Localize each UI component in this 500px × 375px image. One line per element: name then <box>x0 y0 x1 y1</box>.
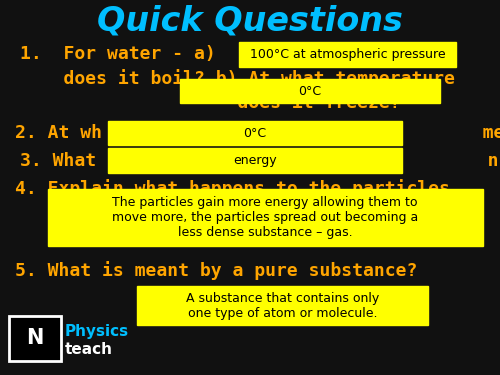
Text: The particles gain more energy allowing them to
move more, the particles spread : The particles gain more energy allowing … <box>112 196 418 239</box>
FancyBboxPatch shape <box>239 42 456 67</box>
Text: 3. What                                    nce?: 3. What nce? <box>20 152 500 170</box>
Text: Physics: Physics <box>65 324 129 339</box>
Text: does it boil? b) At what temperature: does it boil? b) At what temperature <box>20 69 455 88</box>
Text: 0°C: 0°C <box>244 127 266 140</box>
FancyBboxPatch shape <box>48 189 482 246</box>
Text: A substance that contains only
one type of atom or molecule.: A substance that contains only one type … <box>186 292 379 320</box>
FancyBboxPatch shape <box>108 121 403 145</box>
Text: N: N <box>26 328 44 348</box>
Text: 1.  For water - a): 1. For water - a) <box>20 45 216 63</box>
Text: does it freeze?: does it freeze? <box>20 94 400 112</box>
FancyBboxPatch shape <box>108 148 403 172</box>
Text: Quick Questions: Quick Questions <box>97 4 403 37</box>
FancyBboxPatch shape <box>180 79 440 104</box>
FancyBboxPatch shape <box>138 286 428 325</box>
Text: 4. Explain what happens to the particles: 4. Explain what happens to the particles <box>15 179 450 198</box>
Text: 100°C at atmospheric pressure: 100°C at atmospheric pressure <box>250 48 446 61</box>
FancyBboxPatch shape <box>9 316 61 361</box>
Text: teach: teach <box>65 342 113 357</box>
Text: 2. At wh                                   melt?: 2. At wh melt? <box>15 124 500 142</box>
Text: 5. What is meant by a pure substance?: 5. What is meant by a pure substance? <box>15 261 417 280</box>
Text: 0°C: 0°C <box>298 85 322 98</box>
Text: energy: energy <box>233 154 277 167</box>
